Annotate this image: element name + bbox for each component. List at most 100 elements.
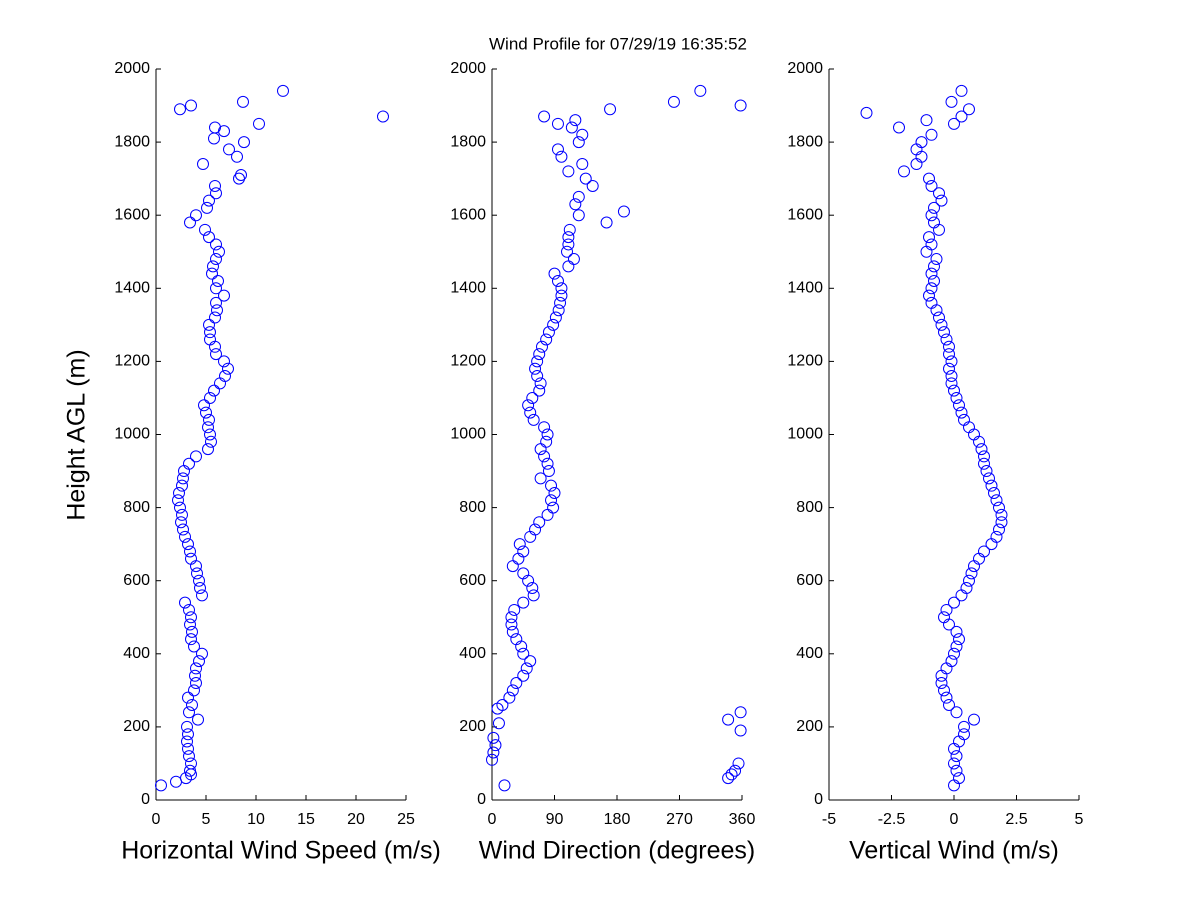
point [190,662,202,675]
point [191,567,203,580]
point [534,472,547,485]
point [211,304,223,317]
point [210,282,222,295]
point [552,304,565,317]
point [940,333,953,346]
point [860,106,873,119]
point [219,370,231,383]
point [725,768,738,781]
point [555,150,568,163]
point [214,377,226,390]
point [222,362,234,375]
point [948,647,960,660]
point [995,508,1008,521]
point [190,209,202,222]
chart-title: Wind Profile for 07/29/19 16:35:52 [489,34,747,53]
point [990,530,1003,543]
point [533,384,546,397]
point [540,435,553,448]
point [524,406,537,419]
point [188,684,200,697]
point [988,486,1000,499]
point [576,158,589,171]
point [950,640,963,653]
point [200,406,212,419]
point [565,121,578,134]
point [975,443,988,456]
point [938,326,950,339]
point [893,121,905,134]
point [963,103,975,116]
point [555,289,568,302]
point [492,717,505,730]
point [945,655,958,668]
point [505,618,518,631]
point [223,143,235,156]
y-tick-label: 1200 [114,353,150,370]
point [928,274,940,287]
point [935,318,948,331]
point [174,103,186,116]
point [993,523,1005,536]
point [980,465,993,478]
point [569,114,582,127]
y-tick-label: 1200 [787,353,823,370]
point [235,168,247,181]
point [600,216,613,229]
point [185,552,197,565]
point [185,99,197,112]
point [973,435,985,448]
point [531,370,544,383]
point [938,611,950,624]
point [943,340,955,353]
point [948,117,960,130]
x-tick-label: 20 [347,811,365,828]
point [526,391,539,404]
point [617,205,630,218]
point [943,698,955,711]
point [155,779,167,792]
point [551,143,564,156]
point [210,238,222,251]
y-tick-label: 1600 [450,206,486,223]
point [538,450,551,463]
point [920,114,933,127]
point [204,428,216,441]
point [545,479,558,492]
point [928,216,940,229]
point [541,457,554,470]
point [205,435,217,448]
y-tick-label: 1000 [450,426,486,443]
x-tick-label: -5 [822,811,836,828]
point [935,194,948,207]
point [527,413,540,426]
point [487,746,500,759]
point [925,238,938,251]
point [175,516,187,529]
point [203,194,215,207]
point [196,589,208,602]
y-tick-label: 1000 [114,426,150,443]
point [950,706,963,719]
point [549,311,562,324]
point [734,706,747,719]
point [212,274,224,287]
point [173,486,185,499]
point [910,143,923,156]
point [567,253,580,266]
point [910,158,923,171]
point [277,84,289,97]
point [204,326,216,339]
point [933,223,945,236]
point [489,739,502,752]
point [197,158,209,171]
point [940,691,953,704]
point [204,391,216,404]
point [586,179,599,192]
point [958,720,970,733]
point [176,479,188,492]
x-tick-label: 90 [546,811,564,828]
y-tick-label: 600 [123,572,150,589]
point [179,596,191,609]
point [551,274,564,287]
